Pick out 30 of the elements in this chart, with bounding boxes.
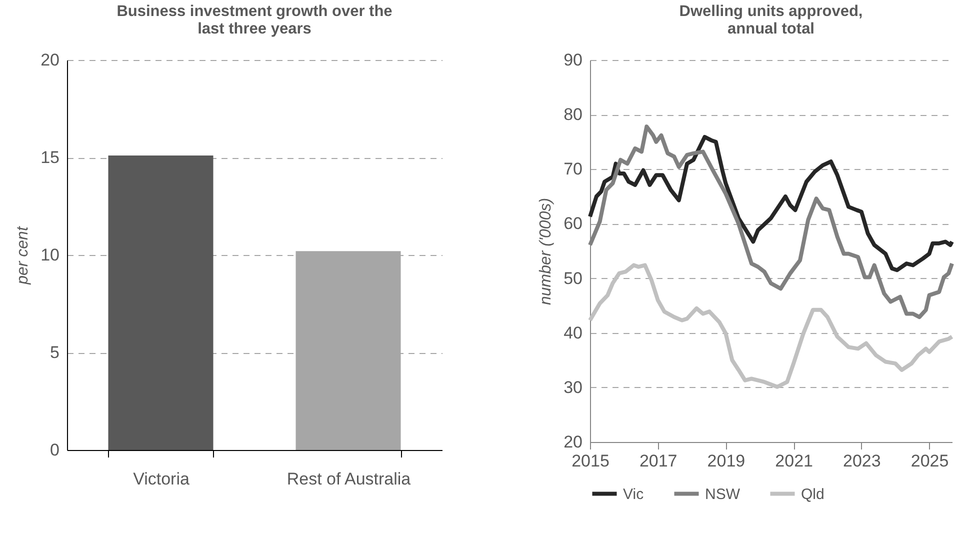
y-tick-label: 5 [50, 343, 60, 362]
legend-label: Vic [623, 486, 644, 503]
y-tick-label: 80 [564, 105, 582, 124]
legend-label: NSW [705, 486, 741, 503]
x-tick-label: 2023 [843, 452, 881, 470]
line-series [588, 134, 954, 272]
y-tick-label: 70 [564, 160, 582, 179]
y-tick-label: 0 [50, 440, 60, 460]
y-tick-label: 40 [564, 323, 582, 342]
y-axis-title: number ('000s) [538, 198, 555, 306]
y-tick-label: 20 [564, 432, 582, 452]
x-tick-label: 2025 [910, 452, 949, 470]
chart-title: Business investment growth over the last three years [116, 3, 393, 38]
y-tick-label: 90 [564, 50, 582, 70]
y-tick-label: 15 [40, 148, 60, 167]
y-tick-label: 10 [40, 246, 60, 264]
y-tick-label: 50 [564, 268, 582, 288]
x-tick-label: Victoria [133, 470, 190, 488]
chart-title: Dwelling units approved, annual total [679, 3, 863, 38]
x-tick-label: 2019 [707, 452, 746, 470]
y-tick-label: 20 [40, 50, 60, 70]
x-tick-label: 2021 [775, 452, 813, 470]
x-tick-label: 2017 [639, 452, 678, 470]
x-tick-label: 2015 [572, 452, 610, 470]
y-axis-title: per cent [14, 226, 32, 286]
x-tick-label: Rest of Australia [286, 470, 412, 488]
y-tick-label: 30 [564, 378, 582, 397]
legend-label: Qld [801, 486, 824, 503]
y-tick-label: 60 [564, 214, 582, 234]
line-series [588, 263, 954, 389]
